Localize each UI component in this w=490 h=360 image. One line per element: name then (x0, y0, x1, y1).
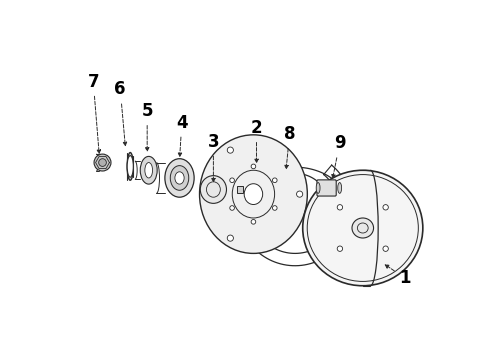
Circle shape (230, 178, 234, 183)
Ellipse shape (127, 156, 133, 177)
Ellipse shape (145, 163, 152, 178)
Circle shape (383, 204, 389, 210)
Circle shape (296, 191, 303, 197)
Text: 6: 6 (115, 80, 126, 145)
Circle shape (272, 206, 277, 210)
Ellipse shape (199, 135, 307, 253)
Ellipse shape (303, 170, 423, 286)
Circle shape (272, 178, 277, 183)
Circle shape (98, 159, 106, 166)
Ellipse shape (200, 176, 226, 203)
Ellipse shape (352, 218, 373, 238)
Circle shape (251, 164, 256, 169)
Ellipse shape (316, 183, 320, 193)
Text: 7: 7 (87, 73, 100, 153)
Ellipse shape (338, 183, 342, 193)
Circle shape (251, 220, 256, 224)
Ellipse shape (199, 135, 307, 253)
Ellipse shape (171, 166, 189, 190)
Text: 9: 9 (332, 134, 345, 178)
Circle shape (230, 206, 234, 210)
Text: 2: 2 (251, 119, 262, 162)
Ellipse shape (127, 153, 133, 180)
FancyBboxPatch shape (317, 180, 336, 196)
Ellipse shape (165, 159, 194, 197)
FancyBboxPatch shape (237, 186, 243, 193)
Circle shape (227, 235, 233, 241)
Ellipse shape (175, 172, 184, 184)
Circle shape (337, 246, 343, 251)
Circle shape (227, 147, 233, 153)
Ellipse shape (303, 170, 423, 286)
Ellipse shape (244, 184, 263, 204)
Circle shape (337, 204, 343, 210)
Circle shape (383, 246, 389, 251)
Circle shape (94, 154, 111, 171)
Text: 4: 4 (176, 113, 188, 156)
Text: 8: 8 (284, 125, 295, 169)
Ellipse shape (140, 156, 157, 184)
Text: 1: 1 (385, 265, 411, 287)
Text: 3: 3 (208, 133, 219, 182)
Text: 5: 5 (142, 102, 153, 151)
